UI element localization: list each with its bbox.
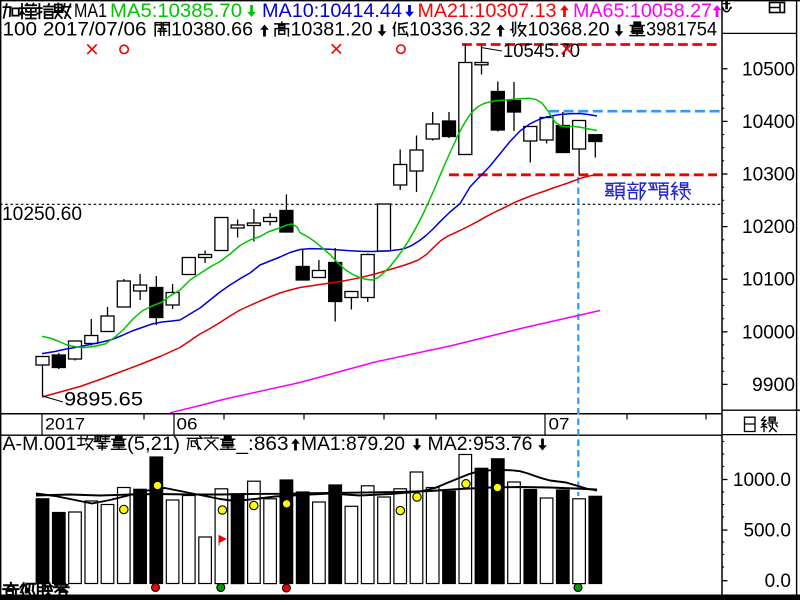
svg-text:10380.66: 10380.66 xyxy=(171,20,253,41)
svg-text:2017: 2017 xyxy=(45,415,85,434)
svg-text:1000.0: 1000.0 xyxy=(733,470,791,491)
svg-text:500.0: 500.0 xyxy=(743,521,791,542)
svg-text:100 2017/07/06: 100 2017/07/06 xyxy=(3,20,147,41)
svg-text:MA65:10058.27: MA65:10058.27 xyxy=(573,1,712,22)
svg-text:10368.20: 10368.20 xyxy=(528,20,610,41)
svg-text:MA1:879.20: MA1:879.20 xyxy=(301,434,405,455)
svg-text:9900: 9900 xyxy=(752,375,795,396)
svg-text:10100: 10100 xyxy=(742,270,795,291)
svg-text:MA21:10307.13: MA21:10307.13 xyxy=(418,1,557,22)
svg-text:07: 07 xyxy=(549,415,570,434)
svg-text:10300: 10300 xyxy=(742,165,795,186)
svg-text:0.0: 0.0 xyxy=(765,571,791,592)
svg-text:MA1: MA1 xyxy=(74,1,107,22)
svg-text:_:863: _:863 xyxy=(235,434,288,455)
svg-text:10545.70: 10545.70 xyxy=(503,41,580,62)
svg-text:3981754: 3981754 xyxy=(646,20,717,41)
svg-text:10000: 10000 xyxy=(742,322,795,343)
svg-text:MA5:10385.70: MA5:10385.70 xyxy=(110,1,242,22)
svg-text:9895.65: 9895.65 xyxy=(64,390,143,411)
svg-text:A-M.001: A-M.001 xyxy=(3,434,77,455)
svg-text:10336.32: 10336.32 xyxy=(409,20,491,41)
svg-text:10400: 10400 xyxy=(742,112,795,133)
svg-text:10500: 10500 xyxy=(742,59,795,80)
svg-text:10250.60: 10250.60 xyxy=(2,204,82,225)
svg-text:MA2:953.76: MA2:953.76 xyxy=(428,434,533,455)
svg-text:MA10:10414.44: MA10:10414.44 xyxy=(262,1,402,22)
svg-text:06: 06 xyxy=(177,415,198,434)
svg-text:(5,21): (5,21) xyxy=(127,434,180,455)
svg-text:10381.20: 10381.20 xyxy=(291,20,373,41)
svg-text:10200: 10200 xyxy=(742,217,795,238)
